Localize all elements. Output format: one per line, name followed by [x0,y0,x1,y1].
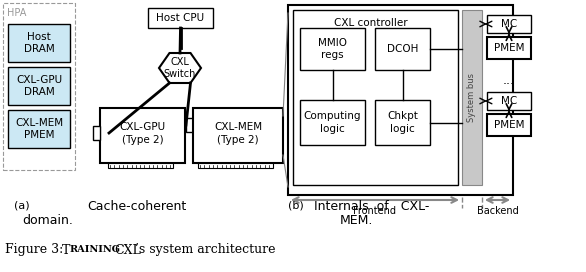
Text: MC: MC [501,19,517,29]
Bar [8,24,70,62]
Bar [198,163,273,168]
Text: (b): (b) [288,201,304,211]
Text: MMIO
regs: MMIO regs [318,38,347,60]
Bar [8,67,70,105]
Bar [186,118,193,132]
Bar [487,114,531,136]
Bar [193,108,283,163]
Text: PMEM: PMEM [494,43,524,53]
Bar [288,5,513,195]
Text: RAINING: RAINING [70,246,121,255]
Text: CXL: CXL [114,243,141,256]
Text: MEM.: MEM. [340,214,373,227]
Bar [487,15,531,33]
Text: ...: ... [503,73,515,86]
Text: Backend: Backend [476,206,519,216]
Bar [8,110,70,148]
Bar [375,100,430,145]
Text: System bus: System bus [468,73,476,122]
Bar [293,10,458,185]
Text: Internals  of   CXL-: Internals of CXL- [314,199,430,212]
Polygon shape [159,53,201,83]
Bar [148,8,213,28]
Text: CXL-MEM
(Type 2): CXL-MEM (Type 2) [214,122,262,145]
Bar [487,37,531,59]
Text: Computing
logic: Computing logic [304,111,361,134]
Bar [462,10,482,185]
Text: CXL-GPU
DRAM: CXL-GPU DRAM [16,75,62,97]
Text: Frontend: Frontend [353,206,397,216]
Text: Chkpt
logic: Chkpt logic [387,111,418,134]
Text: Figure 3:: Figure 3: [5,243,67,256]
Text: (a): (a) [14,201,30,211]
Text: CXL
Switch: CXL Switch [164,57,196,79]
Text: CXL-MEM
PMEM: CXL-MEM PMEM [15,118,63,140]
Bar [300,28,365,70]
Text: CXL controller: CXL controller [333,18,407,28]
Text: Host CPU: Host CPU [156,13,205,23]
Text: domain.: domain. [22,214,73,227]
Text: HPA: HPA [7,8,26,18]
Bar [108,163,173,168]
Text: ’s system architecture: ’s system architecture [135,243,275,256]
Bar [375,28,430,70]
Bar [100,108,185,163]
Text: DCOH: DCOH [387,44,418,54]
Text: T: T [62,243,70,256]
Text: MC: MC [501,96,517,106]
Bar [300,100,365,145]
Bar [3,3,75,170]
Text: Cache-coherent: Cache-coherent [87,199,186,212]
Bar [93,126,100,140]
Bar [487,92,531,110]
Text: CXL-GPU
(Type 2): CXL-GPU (Type 2) [120,122,166,145]
Text: Host
DRAM: Host DRAM [23,32,54,54]
Text: PMEM: PMEM [494,120,524,130]
